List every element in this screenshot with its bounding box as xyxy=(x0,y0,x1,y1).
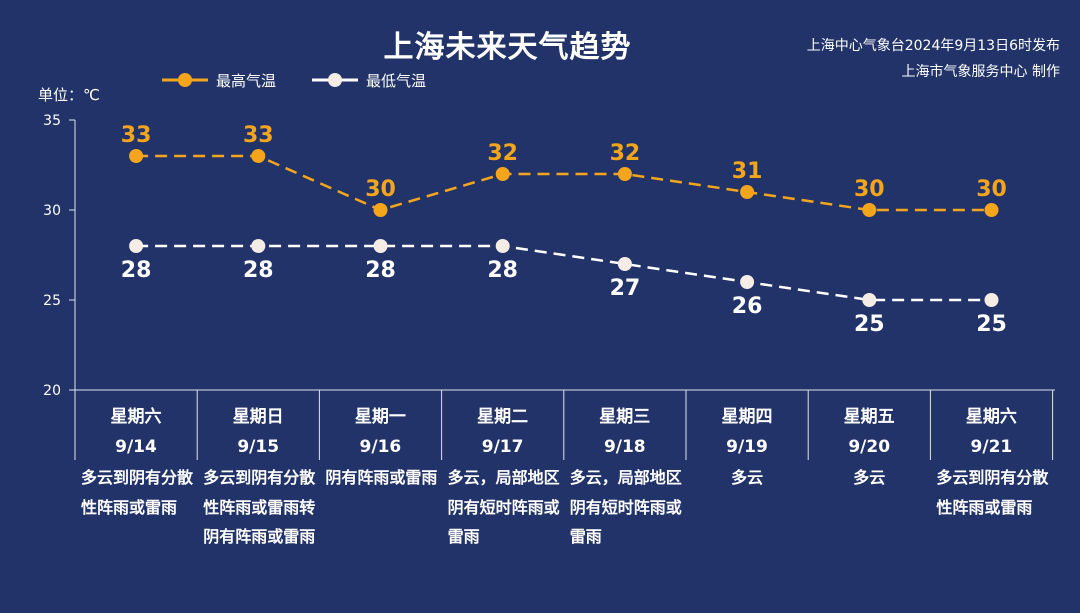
weather-description: 阴有阵雨或雷雨 xyxy=(325,468,438,487)
weekday-label: 星期日 xyxy=(232,407,284,427)
day-label: 星期六 9/21 xyxy=(930,402,1052,462)
weather-description: 多云 xyxy=(731,468,764,487)
data-label-high: 30 xyxy=(365,177,396,202)
weather-description: 多云到阴有分散性阵雨或雷雨转阴有阵雨或雷雨 xyxy=(203,468,316,546)
data-label-high: 30 xyxy=(854,177,885,202)
series-line-low xyxy=(136,244,992,302)
weather-description: 多云到阴有分散性阵雨或雷雨 xyxy=(936,468,1049,517)
weekday-label: 星期六 xyxy=(965,407,1017,427)
weather-description: 多云，局部地区阴有短时阵雨或雷雨 xyxy=(569,468,682,546)
data-point-low xyxy=(984,293,999,307)
data-label-low: 28 xyxy=(365,258,396,283)
date-label: 9/20 xyxy=(848,437,891,457)
weekday-label: 星期一 xyxy=(354,407,406,427)
data-point-high xyxy=(984,203,999,217)
date-label: 9/16 xyxy=(359,437,402,457)
day-label: 星期五 9/20 xyxy=(808,402,930,462)
data-point-high xyxy=(740,185,755,199)
data-point-high xyxy=(495,167,510,181)
data-label-low: 27 xyxy=(610,276,641,301)
data-point-high xyxy=(129,149,144,163)
date-label: 9/17 xyxy=(481,437,524,457)
data-label-low: 25 xyxy=(976,312,1007,337)
weekday-label: 星期三 xyxy=(599,407,651,427)
data-point-low xyxy=(129,239,144,253)
data-label-high: 32 xyxy=(610,141,641,166)
day-label: 星期四 9/19 xyxy=(686,402,808,462)
data-label-high: 33 xyxy=(243,123,274,148)
source-line-issued: 上海中心气象台2024年9月13日6时发布 xyxy=(806,38,1060,54)
data-point-high xyxy=(617,167,632,181)
weather-description: 多云，局部地区阴有短时阵雨或雷雨 xyxy=(447,468,560,546)
weekday-label: 星期五 xyxy=(843,407,895,427)
legend-low-marker-icon xyxy=(312,73,358,87)
data-point-high xyxy=(862,203,877,217)
weekday-label: 星期二 xyxy=(477,407,529,427)
date-label: 9/18 xyxy=(603,437,646,457)
day-label: 星期日 9/15 xyxy=(197,402,319,462)
y-tick-label: 35 xyxy=(43,113,61,129)
chart-title: 上海未来天气趋势 xyxy=(383,30,632,65)
data-point-high xyxy=(373,203,388,217)
legend-item-low: 最低气温 xyxy=(312,69,426,91)
day-label: 星期六 9/14 xyxy=(75,402,197,462)
data-label-low: 25 xyxy=(854,312,885,337)
data-point-low xyxy=(495,239,510,253)
data-label-low: 28 xyxy=(487,258,518,283)
weather-description: 多云到阴有分散性阵雨或雷雨 xyxy=(81,468,194,517)
weekday-label: 星期六 xyxy=(110,407,162,427)
date-label: 9/14 xyxy=(115,437,157,457)
day-label: 星期一 9/16 xyxy=(319,402,441,462)
data-label-high: 32 xyxy=(487,141,518,166)
day-label: 星期三 9/18 xyxy=(564,402,686,462)
legend-low-label: 最低气温 xyxy=(366,71,427,90)
data-point-low xyxy=(617,257,632,271)
source-line-producer: 上海市气象服务中心 制作 xyxy=(901,64,1060,80)
legend-high-label: 最高气温 xyxy=(216,71,277,90)
y-tick-label: 30 xyxy=(43,203,61,219)
date-label: 9/21 xyxy=(970,437,1013,457)
data-point-low xyxy=(740,275,755,289)
day-label: 星期二 9/17 xyxy=(442,402,564,462)
data-label-high: 30 xyxy=(976,177,1007,202)
data-point-high xyxy=(251,149,266,163)
data-label-low: 28 xyxy=(243,258,274,283)
weekday-label: 星期四 xyxy=(721,407,773,427)
weather-description: 多云 xyxy=(853,468,886,487)
data-label-high: 31 xyxy=(732,159,763,184)
data-point-low xyxy=(373,239,388,253)
data-label-low: 28 xyxy=(121,258,152,283)
y-tick-label: 20 xyxy=(43,383,61,399)
legend-item-high: 最高气温 xyxy=(162,69,276,91)
data-label-high: 33 xyxy=(121,123,152,148)
legend-high-marker-icon xyxy=(162,73,208,87)
date-label: 9/15 xyxy=(237,437,280,457)
data-label-low: 26 xyxy=(732,294,763,319)
series-line-high xyxy=(136,154,992,212)
y-tick-label: 25 xyxy=(43,293,61,309)
data-point-low xyxy=(251,239,266,253)
data-point-low xyxy=(862,293,877,307)
y-axis-unit-label: 单位：℃ xyxy=(38,86,100,104)
date-label: 9/19 xyxy=(726,437,768,457)
